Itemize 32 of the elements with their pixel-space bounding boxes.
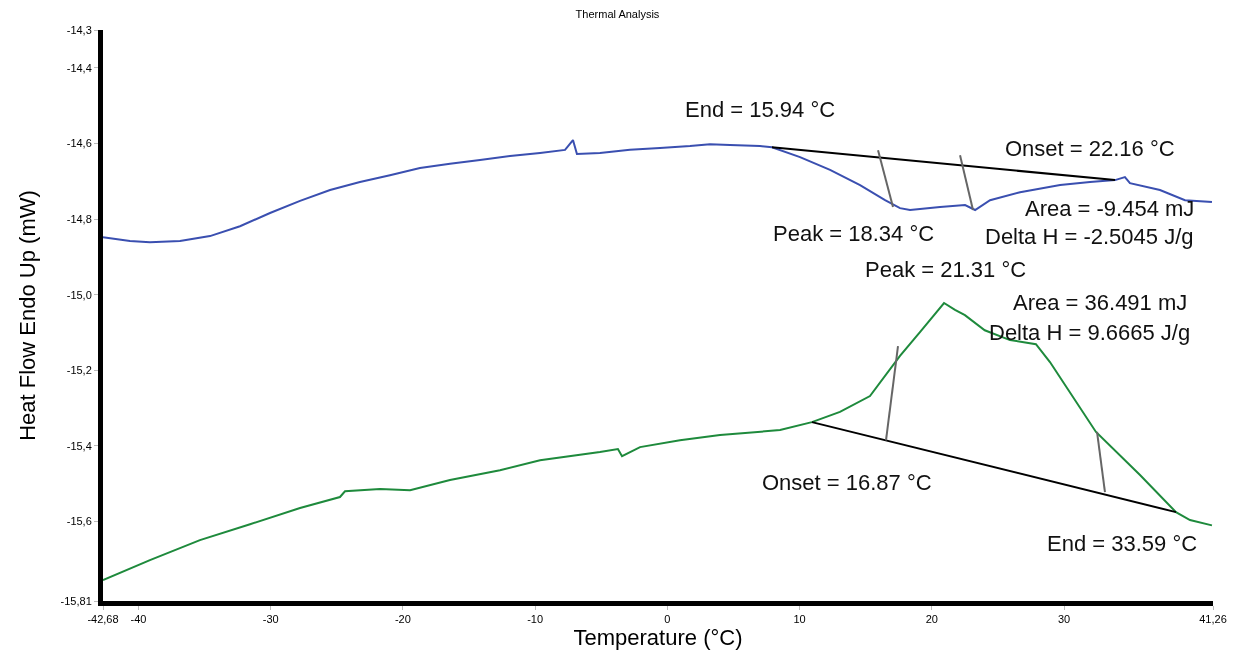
annotation: End = 15.94 °C xyxy=(685,97,836,122)
annotation: End = 33.59 °C xyxy=(1047,531,1198,556)
annotation: Onset = 22.16 °C xyxy=(1005,136,1175,161)
x-tick-label: 10 xyxy=(793,613,806,626)
x-tick-label: 0 xyxy=(664,613,671,626)
x-tick-label: -40 xyxy=(130,613,147,626)
y-tick-label: -15,6 xyxy=(66,515,92,528)
annotation: Area = -9.454 mJ xyxy=(1025,196,1195,221)
x-axis-title: Temperature (°C) xyxy=(573,625,743,651)
annotation: Delta H = 9.6665 J/g xyxy=(989,320,1191,345)
x-tick-label: -42,68 xyxy=(87,613,119,626)
y-tick-label: -14,8 xyxy=(66,212,92,225)
annotation: Onset = 16.87 °C xyxy=(762,470,932,495)
y-tick-label: -14,6 xyxy=(66,137,92,150)
y-tick-label: -15,0 xyxy=(66,288,92,301)
y-axis-title: Heat Flow Endo Up (mW) xyxy=(15,190,41,441)
annotation: Peak = 18.34 °C xyxy=(773,221,935,246)
annotation: Delta H = -2.5045 J/g xyxy=(985,224,1194,249)
x-tick-label: -30 xyxy=(262,613,279,626)
x-tick-label: -20 xyxy=(394,613,411,626)
y-tick-label: -14,3 xyxy=(66,23,92,36)
x-tick-label: -10 xyxy=(527,613,544,626)
x-tick-label: 41,26 xyxy=(1199,613,1227,626)
annotation: Peak = 21.31 °C xyxy=(865,257,1027,282)
y-tick-label: -14,4 xyxy=(66,61,92,74)
y-tick-label: -15,2 xyxy=(66,364,92,377)
y-tick-label: -15,4 xyxy=(66,439,92,452)
chart-title: Thermal Analysis xyxy=(575,7,660,20)
x-tick-label: 20 xyxy=(925,613,938,626)
annotation: Area = 36.491 mJ xyxy=(1013,290,1188,315)
y-tick-label: -15,81 xyxy=(60,594,92,607)
x-tick-label: 30 xyxy=(1057,613,1071,626)
